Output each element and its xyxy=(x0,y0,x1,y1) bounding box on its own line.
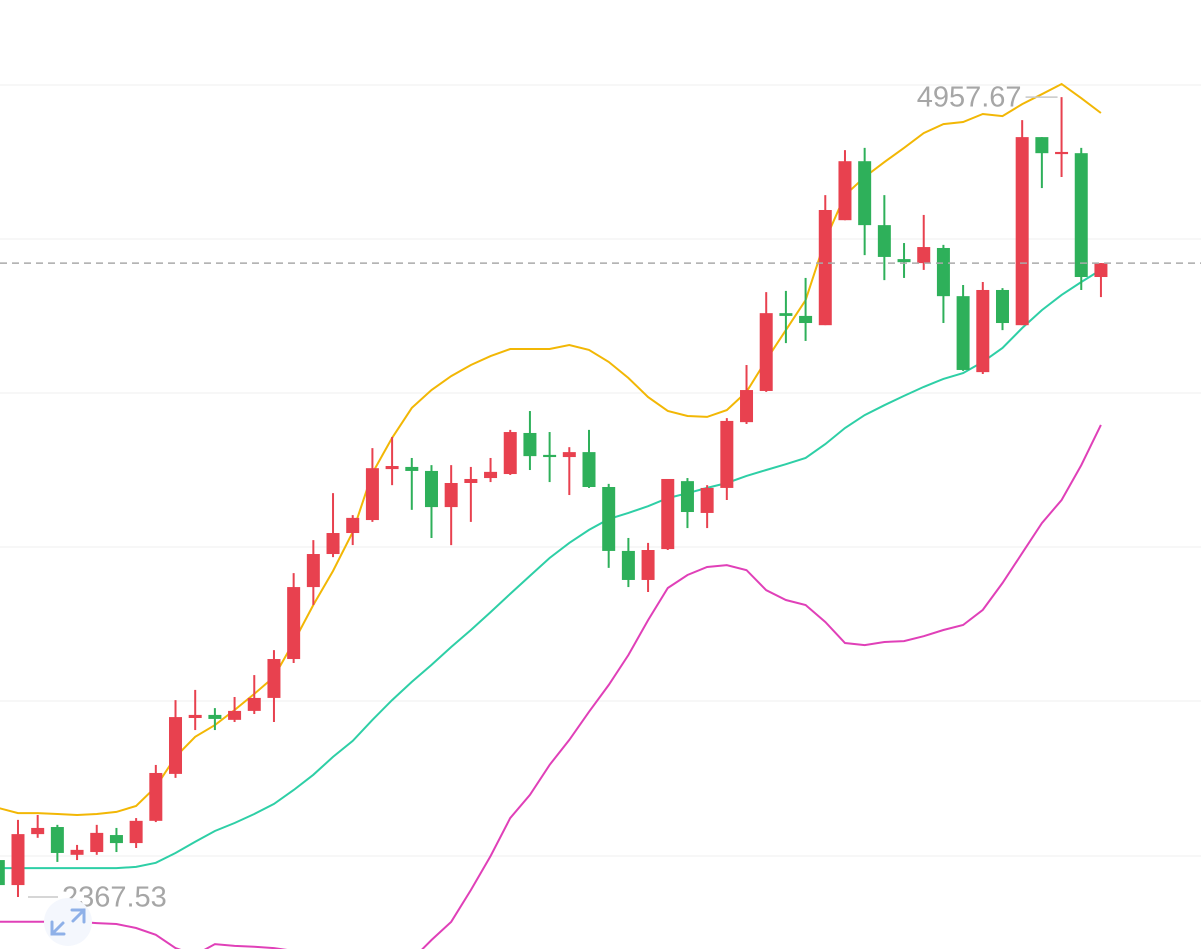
candle-body xyxy=(641,550,655,580)
candle-body xyxy=(424,470,438,508)
candle-body xyxy=(582,452,596,488)
candle-body xyxy=(109,835,123,844)
candle-body xyxy=(700,487,714,513)
candle-body xyxy=(877,225,891,257)
candle-body xyxy=(365,468,379,521)
candle-body xyxy=(267,659,281,698)
candle-body xyxy=(661,478,675,550)
candle-body xyxy=(444,482,458,508)
band-line xyxy=(0,269,1102,870)
candle-body xyxy=(228,710,242,720)
candle-body xyxy=(169,717,183,774)
candle-body xyxy=(464,478,478,483)
candle-body xyxy=(385,466,399,470)
candle-body xyxy=(779,313,793,316)
candle-body xyxy=(149,772,163,821)
candle-body xyxy=(543,454,557,458)
candle-body xyxy=(740,390,754,423)
bands xyxy=(0,82,1102,949)
candle-body xyxy=(818,209,832,326)
candle-body xyxy=(936,247,950,297)
candle-body xyxy=(562,452,576,458)
candle-body xyxy=(720,420,734,488)
candle-body xyxy=(287,587,301,660)
candle-body xyxy=(484,471,498,479)
candle-body xyxy=(1015,137,1029,326)
candle-body xyxy=(1074,153,1088,278)
candle-body xyxy=(858,161,872,226)
expand-icon[interactable] xyxy=(44,898,92,946)
candle-body xyxy=(326,533,340,555)
candles xyxy=(0,97,1108,897)
candle-body xyxy=(1055,151,1069,155)
candle-body xyxy=(680,481,694,513)
candle-body xyxy=(208,714,222,719)
candle-body xyxy=(976,289,990,373)
band-line xyxy=(0,82,1102,817)
candle-body xyxy=(995,289,1009,324)
candle-body xyxy=(306,554,320,588)
candle-body xyxy=(50,827,64,853)
candle-body xyxy=(1035,137,1049,154)
candle-body xyxy=(247,697,261,711)
band-line xyxy=(0,424,1102,949)
candle-body xyxy=(188,714,202,719)
candle-body xyxy=(602,487,616,551)
candle-body xyxy=(11,834,25,886)
candle-body xyxy=(621,550,635,580)
candle-body xyxy=(70,849,84,855)
candle-body xyxy=(405,466,419,471)
max-label: 4957.67 xyxy=(917,82,1022,114)
icon-arrows xyxy=(50,908,86,936)
candle-body xyxy=(897,259,911,263)
candle-body xyxy=(956,296,970,370)
candle-body xyxy=(31,827,45,835)
background-grid xyxy=(0,84,1201,857)
candle-body xyxy=(759,313,773,391)
candle-body xyxy=(90,832,104,853)
candle-body xyxy=(799,315,813,324)
candle-body xyxy=(346,517,360,534)
candle-body xyxy=(129,820,143,844)
candle-body xyxy=(523,432,537,457)
candle-body xyxy=(917,247,931,264)
candle-body xyxy=(838,161,852,221)
candle-body xyxy=(503,432,517,475)
candle-body xyxy=(0,860,5,886)
candle-body xyxy=(1094,263,1108,278)
